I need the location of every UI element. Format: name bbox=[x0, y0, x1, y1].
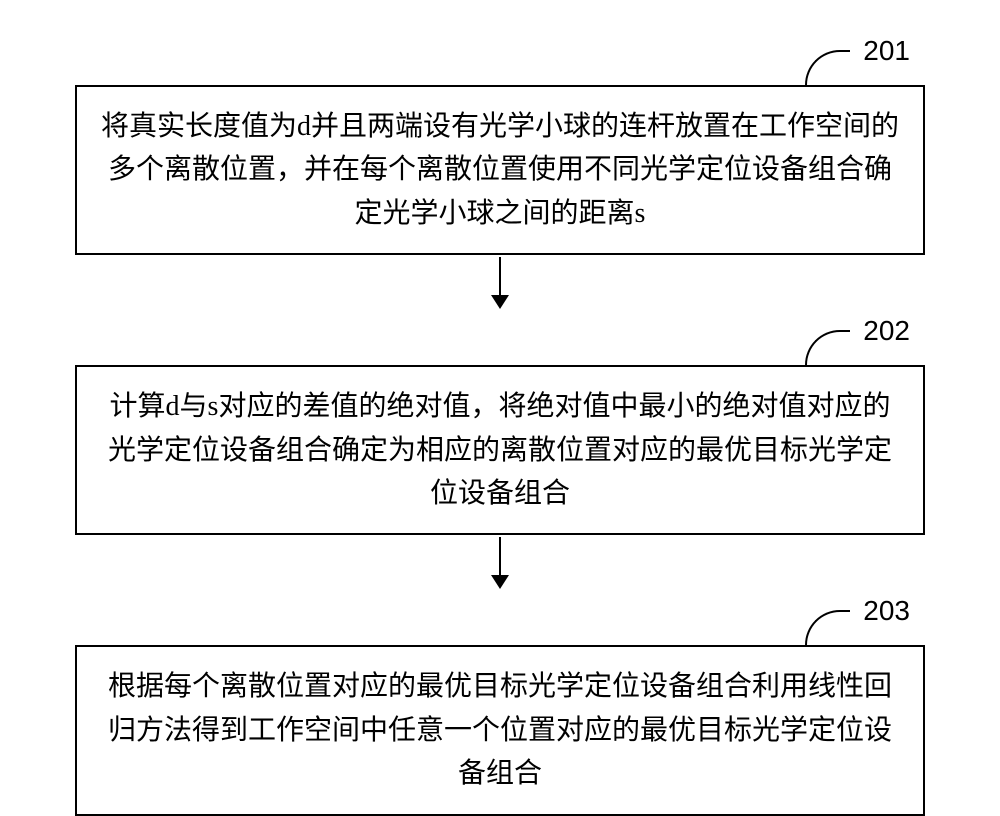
callout-line-202 bbox=[805, 330, 850, 365]
arrow-head-icon bbox=[491, 295, 509, 309]
callout-line-203 bbox=[805, 610, 850, 645]
label-wrapper-201: 201 bbox=[50, 30, 950, 85]
step-label-201: 201 bbox=[863, 35, 910, 67]
step-wrapper-203: 203 根据每个离散位置对应的最优目标光学定位设备组合利用线性回归方法得到工作空… bbox=[50, 590, 950, 815]
label-wrapper-203: 203 bbox=[50, 590, 950, 645]
callout-line-201 bbox=[805, 50, 850, 85]
step-box-203: 根据每个离散位置对应的最优目标光学定位设备组合利用线性回归方法得到工作空间中任意… bbox=[75, 645, 925, 815]
arrow-line bbox=[499, 537, 501, 575]
arrow-201-202 bbox=[491, 255, 509, 310]
step-label-203: 203 bbox=[863, 595, 910, 627]
step-box-201: 将真实长度值为d并且两端设有光学小球的连杆放置在工作空间的多个离散位置，并在每个… bbox=[75, 85, 925, 255]
flowchart-container: 201 将真实长度值为d并且两端设有光学小球的连杆放置在工作空间的多个离散位置，… bbox=[50, 30, 950, 816]
arrow-line bbox=[499, 257, 501, 295]
step-label-202: 202 bbox=[863, 315, 910, 347]
arrow-202-203 bbox=[491, 535, 509, 590]
label-wrapper-202: 202 bbox=[50, 310, 950, 365]
step-wrapper-201: 201 将真实长度值为d并且两端设有光学小球的连杆放置在工作空间的多个离散位置，… bbox=[50, 30, 950, 255]
step-wrapper-202: 202 计算d与s对应的差值的绝对值，将绝对值中最小的绝对值对应的光学定位设备组… bbox=[50, 310, 950, 535]
step-box-202: 计算d与s对应的差值的绝对值，将绝对值中最小的绝对值对应的光学定位设备组合确定为… bbox=[75, 365, 925, 535]
arrow-head-icon bbox=[491, 575, 509, 589]
